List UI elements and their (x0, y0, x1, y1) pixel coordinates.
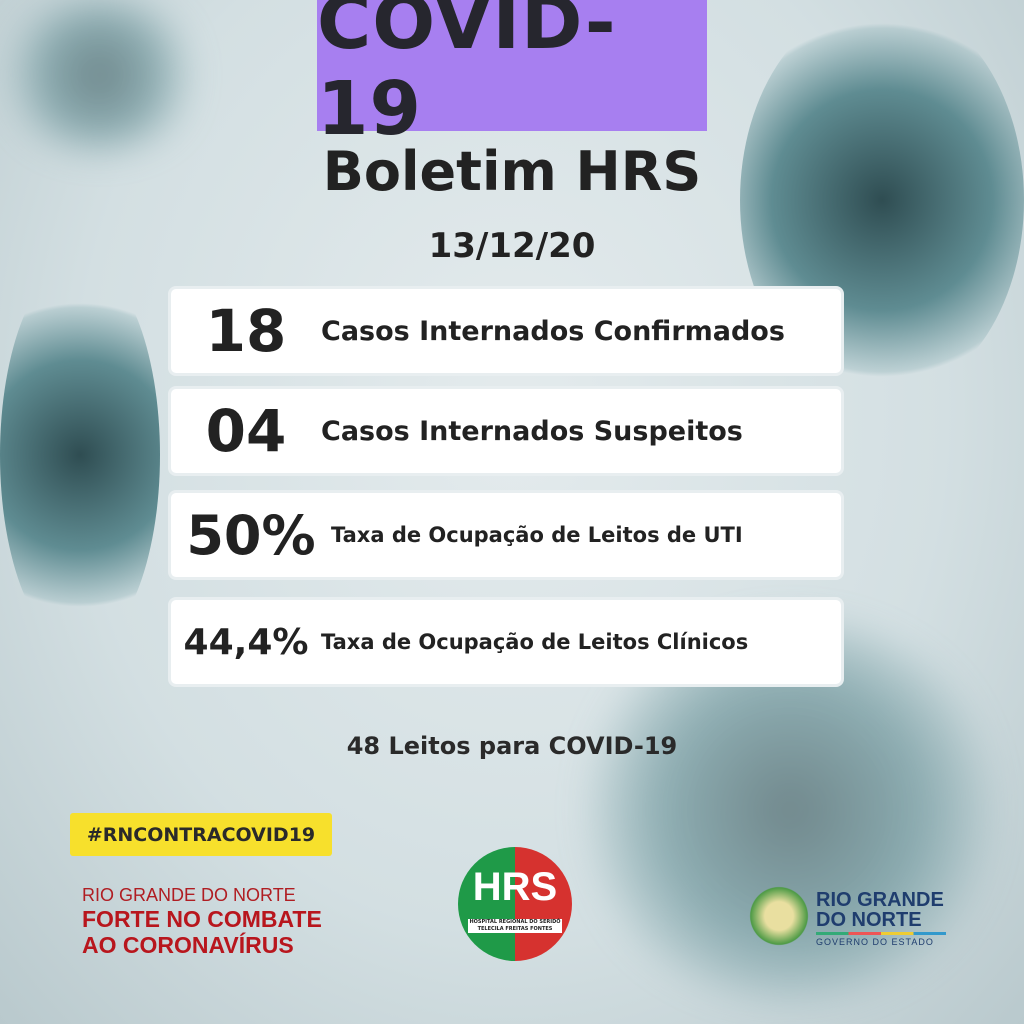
gov-line: RIO GRANDE (816, 889, 944, 911)
virus-illustration (0, 260, 160, 650)
hrs-logo-caption: HOSPITAL REGIONAL DO SERIDÓ TELECILA FRE… (468, 919, 562, 933)
stat-card: 04 Casos Internados Suspeitos (168, 386, 844, 476)
beds-note: 48 Leitos para COVID-19 (346, 732, 678, 760)
stat-label: Taxa de Ocupação de Leitos Clínicos (321, 630, 749, 654)
stat-value: 50% (186, 503, 316, 567)
subtitle: Boletim HRS (322, 140, 702, 203)
state-coat-of-arms (746, 882, 812, 950)
campaign-line: RIO GRANDE DO NORTE (82, 885, 296, 905)
hrs-logo: HRS HOSPITAL REGIONAL DO SERIDÓ TELECILA… (458, 847, 572, 961)
gov-line: GOVERNO DO ESTADO (816, 937, 934, 947)
campaign-line: FORTE NO COMBATE (82, 906, 322, 932)
gov-logo-text: RIO GRANDE DO NORTE GOVERNO DO ESTADO (816, 890, 946, 948)
hrs-logo-text: HRS (472, 865, 558, 909)
stat-value: 04 (205, 397, 287, 465)
campaign-line: AO CORONAVÍRUS (82, 932, 294, 958)
hashtag-badge: #RNCONTRACOVID19 (70, 813, 332, 856)
page-title: COVID-19 (317, 0, 617, 152)
stat-label: Taxa de Ocupação de Leitos de UTI (331, 523, 743, 547)
gov-line: DO NORTE (816, 909, 922, 931)
stat-card: 50% Taxa de Ocupação de Leitos de UTI (168, 490, 844, 580)
bulletin-date: 13/12/20 (428, 226, 596, 266)
stat-value: 44,4% (183, 621, 309, 663)
stat-label: Casos Internados Suspeitos (321, 415, 743, 447)
stat-label: Casos Internados Confirmados (321, 315, 785, 347)
title-banner: COVID-19 (317, 0, 707, 152)
virus-illustration (0, 0, 200, 150)
stat-value: 18 (205, 297, 287, 365)
stat-card: 18 Casos Internados Confirmados (168, 286, 844, 376)
stat-card: 44,4% Taxa de Ocupação de Leitos Clínico… (168, 597, 844, 687)
